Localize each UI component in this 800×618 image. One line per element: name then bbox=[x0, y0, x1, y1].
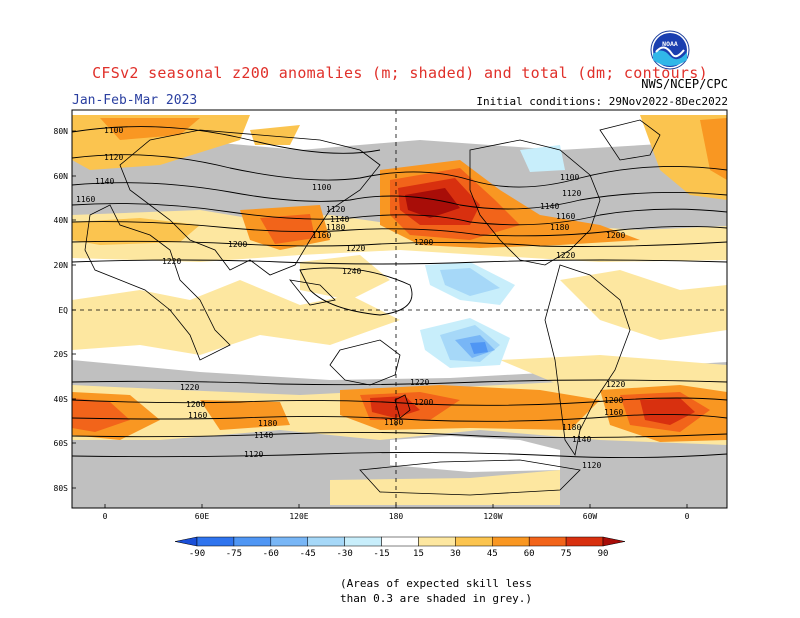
colorbar-segment bbox=[196, 536, 235, 547]
colorbar-segment bbox=[270, 536, 308, 547]
contour-label: 1140 bbox=[330, 215, 349, 224]
colorbar-segment bbox=[381, 536, 419, 547]
lat-label: 60S bbox=[54, 439, 69, 448]
lat-label: 40N bbox=[54, 216, 69, 225]
colorbar-tick-label: -45 bbox=[300, 549, 316, 559]
contour-label: 1200 bbox=[414, 398, 433, 407]
colorbar-tick-label: 15 bbox=[413, 549, 424, 559]
contour-label: 1180 bbox=[562, 423, 581, 432]
colorbar-tick-label: -15 bbox=[373, 549, 389, 559]
contour-label: 1220 bbox=[162, 257, 181, 266]
colorbar-tick-label: -60 bbox=[263, 549, 279, 559]
colorbar-tick-label: 90 bbox=[598, 549, 609, 559]
contour-label: 1140 bbox=[572, 435, 591, 444]
contour-label: 1200 bbox=[414, 238, 433, 247]
lon-label: 120E bbox=[289, 512, 308, 521]
contour-label: 1100 bbox=[560, 173, 579, 182]
skill-footnote: (Areas of expected skill less than 0.3 a… bbox=[340, 576, 532, 606]
contour-label: 1120 bbox=[104, 153, 123, 162]
colorbar: -90 -75 -60 -45 -30 -15 15 30 45 60 75 90 bbox=[174, 536, 626, 559]
lon-label: 60E bbox=[195, 512, 210, 521]
skill-footnote-line1: (Areas of expected skill less bbox=[340, 577, 533, 590]
initial-conditions-label: Initial conditions: 29Nov2022-8Dec2022 bbox=[476, 95, 728, 108]
contour-labels: 1100 1120 1140 1160 1100 1120 1140 1180 … bbox=[76, 126, 625, 470]
lat-label: 80S bbox=[54, 484, 69, 493]
noaa-logo-text: NOAA bbox=[662, 40, 678, 48]
tropical-anomalies bbox=[72, 255, 727, 385]
lon-label: 0 bbox=[103, 512, 108, 521]
contour-label: 1180 bbox=[326, 223, 345, 232]
contour-label: 1220 bbox=[606, 380, 625, 389]
contour-label: 1120 bbox=[244, 450, 263, 459]
contour-label: 1140 bbox=[95, 177, 114, 186]
contour-label: 1140 bbox=[540, 202, 559, 211]
contour-label: 1180 bbox=[258, 419, 277, 428]
colorbar-tick-label: -75 bbox=[226, 549, 242, 559]
season-label: Jan-Feb-Mar 2023 bbox=[72, 93, 198, 108]
contour-label: 1160 bbox=[76, 195, 95, 204]
lat-label: 20S bbox=[54, 350, 69, 359]
colorbar-arrow-right bbox=[602, 536, 626, 547]
contour-label: 1220 bbox=[346, 244, 365, 253]
colorbar-tick-label: 60 bbox=[524, 549, 535, 559]
colorbar-tick-label: 30 bbox=[450, 549, 461, 559]
contour-label: 1180 bbox=[384, 418, 403, 427]
contour-label: 1100 bbox=[104, 126, 123, 135]
lat-label: 60N bbox=[54, 172, 69, 181]
lat-label: 20N bbox=[54, 261, 69, 270]
negative-anomalies bbox=[420, 145, 565, 368]
contour-label: 1160 bbox=[312, 231, 331, 240]
colorbar-segment bbox=[455, 536, 493, 547]
lon-label: 120W bbox=[483, 512, 502, 521]
colorbar-segment bbox=[233, 536, 272, 547]
colorbar-tick-label: 75 bbox=[561, 549, 572, 559]
coastlines bbox=[84, 119, 661, 496]
chart-title: CFSv2 seasonal z200 anomalies (m; shaded… bbox=[92, 64, 708, 82]
contour-label: 1120 bbox=[326, 205, 345, 214]
contour-label: 1220 bbox=[410, 378, 429, 387]
noaa-logo: NOAA bbox=[650, 30, 690, 70]
contour-label: 1200 bbox=[604, 396, 623, 405]
map-frame bbox=[71, 109, 728, 509]
lat-label: 80N bbox=[54, 127, 69, 136]
colorbar-segment bbox=[528, 536, 567, 547]
colorbar-segment bbox=[418, 536, 456, 547]
contour-label: 1200 bbox=[606, 231, 625, 240]
contour-label: 1200 bbox=[186, 400, 205, 409]
latitude-labels: 80N 60N 40N 20N EQ 20S 40S 60S 80S bbox=[54, 127, 69, 493]
lon-label: 0 bbox=[685, 512, 690, 521]
colorbar-segment bbox=[344, 536, 382, 547]
colorbar-segment bbox=[307, 536, 345, 547]
contour-label: 1140 bbox=[254, 431, 273, 440]
contour-label: 1220 bbox=[556, 251, 575, 260]
contour-label: 1120 bbox=[562, 189, 581, 198]
contour-label: 1200 bbox=[228, 240, 247, 249]
contour-label: 1180 bbox=[550, 223, 569, 232]
longitude-labels: 0 60E 120E 180 120W 60W 0 bbox=[103, 512, 690, 521]
lat-label: EQ bbox=[58, 306, 68, 315]
contour-label: 1160 bbox=[556, 212, 575, 221]
colorbar-segment bbox=[492, 536, 530, 547]
lat-label: 40S bbox=[54, 395, 69, 404]
north-anomalies bbox=[72, 115, 727, 262]
agency-label: NWS/NCEP/CPC bbox=[641, 77, 728, 91]
colorbar-tick-label: -30 bbox=[337, 549, 353, 559]
contour-label: 1220 bbox=[180, 383, 199, 392]
height-contours bbox=[72, 126, 727, 459]
contour-label: 1160 bbox=[188, 411, 207, 420]
contour-label: 1120 bbox=[582, 461, 601, 470]
colorbar-arrow-left bbox=[174, 536, 198, 547]
contour-label: 1160 bbox=[604, 408, 623, 417]
lon-label: 180 bbox=[389, 512, 404, 521]
lon-label: 60W bbox=[583, 512, 598, 521]
skill-footnote-line2: than 0.3 are shaded in grey.) bbox=[340, 592, 533, 605]
colorbar-tick-label: -90 bbox=[189, 549, 205, 559]
colorbar-tick-label: 45 bbox=[487, 549, 498, 559]
contour-label: 1240 bbox=[342, 267, 361, 276]
colorbar-segment bbox=[565, 536, 604, 547]
lat-ticks bbox=[72, 130, 76, 489]
contour-label: 1100 bbox=[312, 183, 331, 192]
lon-ticks bbox=[104, 504, 688, 508]
